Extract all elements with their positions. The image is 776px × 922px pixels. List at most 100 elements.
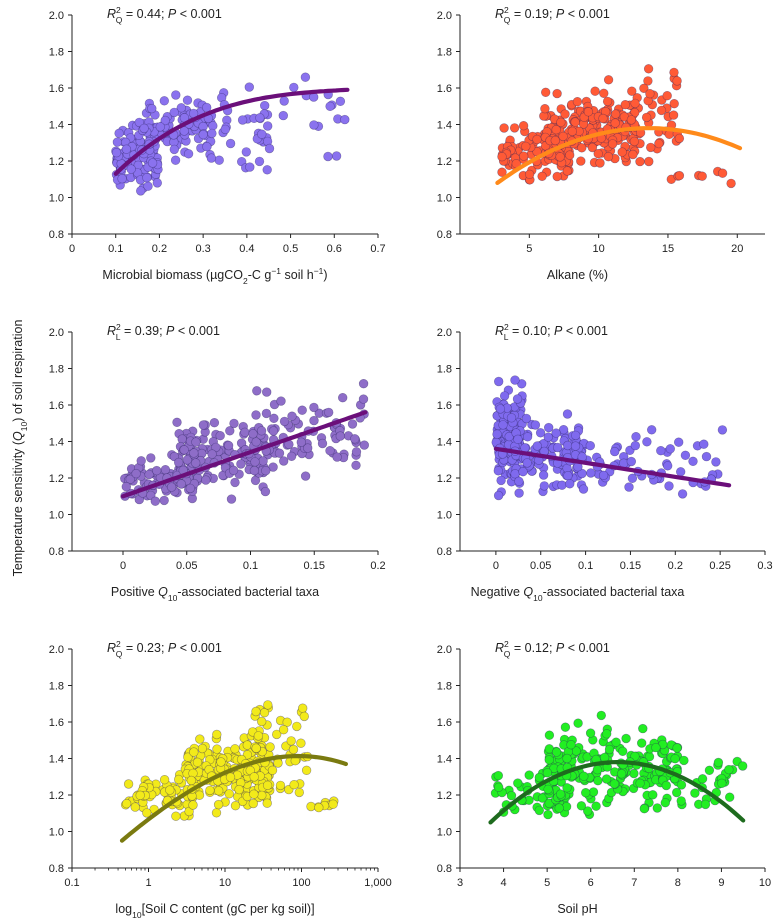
- data-point: [562, 440, 573, 451]
- data-point: [351, 447, 362, 457]
- data-point: [645, 142, 656, 153]
- data-point: [552, 88, 562, 99]
- data-point: [603, 75, 614, 85]
- data-point: [560, 109, 570, 119]
- data-point: [570, 117, 580, 127]
- data-point: [583, 107, 594, 117]
- data-point: [335, 96, 346, 107]
- data-point: [176, 103, 187, 113]
- data-point: [540, 87, 551, 98]
- data-point: [202, 142, 212, 152]
- y-tick-label: 2.0: [437, 644, 452, 656]
- x-tick-label: 6: [588, 877, 594, 889]
- data-point: [512, 394, 523, 404]
- data-point: [621, 733, 631, 744]
- data-point: [544, 755, 554, 765]
- data-point: [209, 418, 220, 428]
- data-point: [711, 457, 721, 467]
- data-point: [260, 486, 271, 497]
- data-point: [159, 96, 170, 106]
- data-point: [499, 391, 510, 401]
- data-point: [195, 734, 205, 744]
- data-point: [358, 394, 369, 404]
- data-point: [672, 76, 682, 86]
- data-point: [300, 471, 311, 481]
- data-point: [496, 475, 506, 486]
- data-point: [358, 379, 369, 389]
- data-point: [234, 784, 244, 795]
- data-point: [274, 448, 285, 458]
- data-point: [522, 432, 533, 442]
- data-point: [309, 120, 319, 130]
- x-tick-label: 0: [493, 560, 499, 572]
- data-point: [183, 149, 194, 159]
- data-point: [543, 432, 553, 442]
- x-tick-label: 0.15: [620, 560, 641, 572]
- data-point: [230, 800, 241, 811]
- data-point: [675, 467, 686, 477]
- data-point: [206, 153, 217, 163]
- data-point: [117, 174, 127, 184]
- data-point: [298, 703, 308, 713]
- y-tick-label: 1.6: [437, 400, 452, 412]
- data-point: [262, 387, 272, 397]
- data-point: [250, 457, 260, 467]
- data-point: [554, 803, 564, 813]
- data-point: [198, 129, 208, 140]
- data-point: [518, 151, 529, 161]
- data-point: [573, 718, 583, 728]
- data-point: [563, 471, 573, 481]
- data-point: [494, 376, 504, 387]
- data-point: [599, 88, 609, 99]
- data-point: [521, 141, 531, 152]
- data-point: [646, 425, 657, 435]
- data-point: [651, 742, 661, 753]
- data-point: [288, 744, 299, 755]
- data-point: [598, 470, 609, 480]
- data-point: [697, 171, 707, 181]
- data-point: [230, 477, 240, 488]
- y-tick-label: 1.6: [49, 400, 64, 412]
- data-point: [570, 430, 581, 441]
- x-axis-label: log10[Soil C content (gC per kg soil)]: [115, 902, 314, 920]
- data-point: [256, 426, 267, 436]
- data-point: [351, 460, 361, 470]
- data-point: [172, 417, 182, 427]
- data-point: [587, 142, 598, 153]
- data-point: [130, 802, 140, 812]
- data-point: [535, 428, 546, 438]
- x-tick-label: 0.2: [668, 560, 683, 572]
- data-point: [562, 753, 572, 764]
- y-tick-label: 1.0: [49, 510, 64, 522]
- fit-annotation: R2 Q = 0.19; P < 0.001: [495, 5, 610, 25]
- data-point: [248, 429, 258, 439]
- data-point: [620, 99, 630, 110]
- data-point: [225, 426, 235, 436]
- data-point: [261, 408, 272, 419]
- data-point: [630, 98, 640, 109]
- data-point: [255, 113, 265, 123]
- data-point: [566, 739, 576, 750]
- data-point: [645, 88, 655, 99]
- x-tick-label: 0.2: [370, 560, 385, 572]
- data-point: [603, 152, 614, 162]
- data-point: [286, 736, 296, 746]
- y-tick-label: 1.6: [49, 83, 64, 95]
- data-point: [610, 118, 620, 128]
- data-point: [562, 409, 573, 419]
- x-tick-label: 7: [631, 877, 637, 889]
- data-point: [493, 770, 503, 781]
- y-tick-label: 0.8: [437, 546, 452, 558]
- data-point: [276, 396, 286, 406]
- data-point: [299, 711, 309, 722]
- data-point: [201, 475, 211, 485]
- data-point: [524, 169, 535, 180]
- data-point: [662, 461, 673, 471]
- data-point: [212, 729, 222, 740]
- data-point: [328, 799, 338, 809]
- data-point: [661, 780, 671, 791]
- x-tick-label: 0.05: [176, 560, 197, 572]
- data-point: [225, 138, 236, 149]
- data-point: [577, 468, 587, 479]
- data-point: [717, 168, 728, 178]
